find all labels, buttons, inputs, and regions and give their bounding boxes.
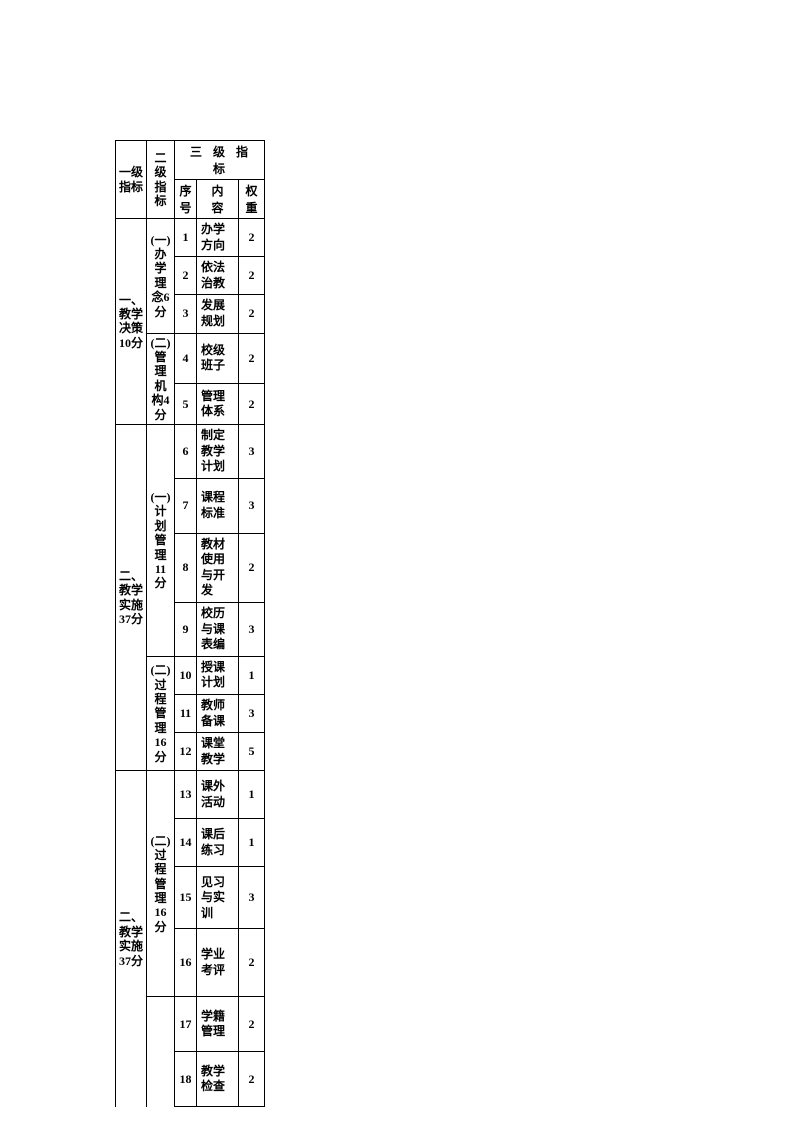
content-cell: 制定教学计划	[197, 424, 239, 478]
seq-cell: 1	[175, 219, 197, 257]
seq-cell: 11	[175, 695, 197, 733]
header-level3-group: 三 级 指 标	[175, 141, 265, 180]
header-seq: 序号	[175, 180, 197, 219]
content-cell: 课外活动	[197, 771, 239, 819]
seq-cell: 7	[175, 478, 197, 533]
content-cell: 依法治教	[197, 257, 239, 295]
level2-cell: (二)过程管理16分	[147, 771, 175, 997]
content-cell: 教材使用与开发	[197, 533, 239, 602]
level2-cell	[147, 997, 175, 1107]
seq-cell: 9	[175, 603, 197, 657]
content-cell: 见习与实训	[197, 867, 239, 929]
content-cell: 发展规划	[197, 295, 239, 333]
weight-cell: 3	[239, 424, 265, 478]
weight-cell: 2	[239, 533, 265, 602]
weight-cell: 2	[239, 1052, 265, 1107]
content-cell: 课程标准	[197, 478, 239, 533]
weight-cell: 2	[239, 997, 265, 1052]
seq-cell: 10	[175, 656, 197, 694]
level2-cell: (一)计划管理11分	[147, 424, 175, 656]
weight-cell: 2	[239, 295, 265, 333]
content-cell: 学籍管理	[197, 997, 239, 1052]
seq-cell: 4	[175, 333, 197, 384]
content-cell: 管理体系	[197, 384, 239, 424]
seq-cell: 13	[175, 771, 197, 819]
weight-cell: 1	[239, 819, 265, 867]
weight-cell: 1	[239, 771, 265, 819]
seq-cell: 16	[175, 929, 197, 997]
seq-cell: 6	[175, 424, 197, 478]
content-cell: 授课计划	[197, 656, 239, 694]
content-cell: 办学方向	[197, 219, 239, 257]
level1-cell: 二、教学实施37分	[116, 771, 147, 1107]
weight-cell: 2	[239, 333, 265, 384]
seq-cell: 15	[175, 867, 197, 929]
seq-cell: 12	[175, 733, 197, 771]
seq-cell: 18	[175, 1052, 197, 1107]
content-cell: 学业考评	[197, 929, 239, 997]
level1-cell: 一、教学决策10分	[116, 219, 147, 425]
seq-cell: 17	[175, 997, 197, 1052]
weight-cell: 3	[239, 695, 265, 733]
content-cell: 课后练习	[197, 819, 239, 867]
weight-cell: 3	[239, 603, 265, 657]
level2-cell: (二)管理机构4分	[147, 333, 175, 424]
weight-cell: 2	[239, 929, 265, 997]
header-level2: 二级指标	[147, 141, 175, 219]
content-cell: 校级班子	[197, 333, 239, 384]
content-cell: 教学检查	[197, 1052, 239, 1107]
content-cell: 校历与课表编	[197, 603, 239, 657]
seq-cell: 2	[175, 257, 197, 295]
weight-cell: 1	[239, 656, 265, 694]
weight-cell: 5	[239, 733, 265, 771]
header-level1: 一级指标	[116, 141, 147, 219]
weight-cell: 3	[239, 867, 265, 929]
indicator-table: 一级指标 二级指标 三 级 指 标 序号 内 容 权重 一、教学决策10分 (一…	[115, 140, 265, 1107]
weight-cell: 2	[239, 257, 265, 295]
seq-cell: 14	[175, 819, 197, 867]
level2-cell: (一)办学理念6分	[147, 219, 175, 334]
header-weight: 权重	[239, 180, 265, 219]
header-content: 内 容	[197, 180, 239, 219]
weight-cell: 3	[239, 478, 265, 533]
seq-cell: 3	[175, 295, 197, 333]
weight-cell: 2	[239, 219, 265, 257]
weight-cell: 2	[239, 384, 265, 424]
seq-cell: 5	[175, 384, 197, 424]
content-cell: 教师备课	[197, 695, 239, 733]
content-cell: 课堂教学	[197, 733, 239, 771]
level1-cell: 二、教学实施37分	[116, 424, 147, 771]
level2-cell: (二)过程管理16分	[147, 656, 175, 771]
seq-cell: 8	[175, 533, 197, 602]
